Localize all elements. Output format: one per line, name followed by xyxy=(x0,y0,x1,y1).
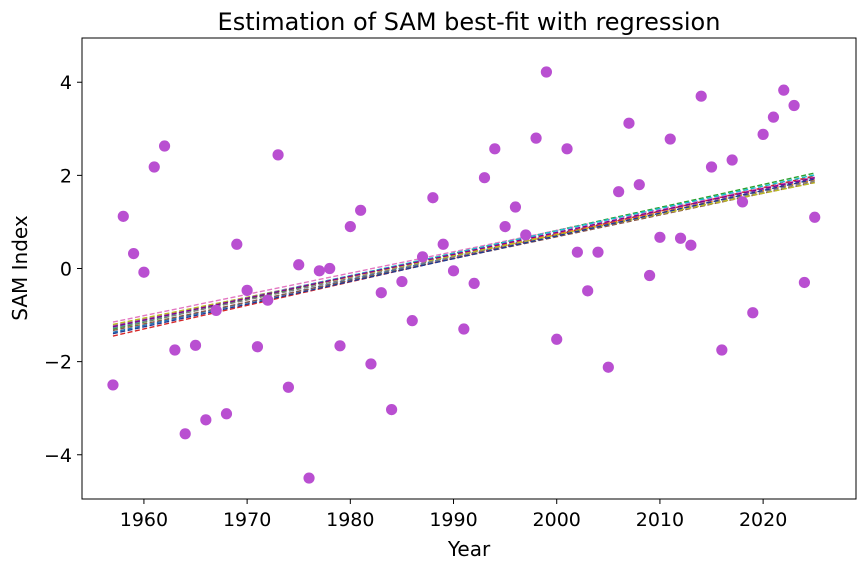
data-point xyxy=(809,211,821,223)
data-point xyxy=(788,99,800,112)
data-point xyxy=(674,232,687,244)
data-point xyxy=(705,161,718,173)
data-point xyxy=(355,204,367,216)
data-point xyxy=(210,304,222,317)
x-tick-label: 2020 xyxy=(739,509,787,531)
data-point xyxy=(654,231,666,243)
data-point xyxy=(695,90,707,102)
regression-lines xyxy=(112,172,815,337)
data-point xyxy=(685,239,697,251)
data-point xyxy=(416,251,429,263)
data-point xyxy=(582,285,594,297)
data-point xyxy=(427,192,439,204)
data-point xyxy=(272,149,284,161)
y-tick-label: 0 xyxy=(60,259,72,281)
y-axis-title: SAM Index xyxy=(8,215,32,321)
data-point xyxy=(778,84,790,96)
x-axis-ticks: 1960 1970 1980 1990 2000 2010 2020 xyxy=(120,499,787,531)
data-point xyxy=(726,154,738,166)
plot-frame xyxy=(81,37,857,500)
data-point xyxy=(530,132,542,144)
data-point xyxy=(231,238,243,250)
data-point xyxy=(623,117,635,129)
data-point xyxy=(664,133,676,145)
x-tick-label: 2000 xyxy=(533,509,581,531)
regression-line xyxy=(112,176,815,323)
data-point xyxy=(644,269,656,282)
data-point xyxy=(148,161,160,173)
data-point xyxy=(509,201,522,213)
data-point xyxy=(540,66,553,78)
x-tick-label: 1970 xyxy=(223,509,271,531)
data-point xyxy=(592,246,604,258)
data-point xyxy=(334,340,346,352)
data-point xyxy=(602,361,614,373)
y-axis-ticks: −4 −2 0 2 4 xyxy=(44,72,82,467)
data-point xyxy=(458,323,470,335)
x-tick-label: 1980 xyxy=(326,509,374,531)
data-point xyxy=(189,339,202,351)
x-tick-label: 2010 xyxy=(636,509,684,531)
data-point xyxy=(551,333,563,345)
data-point xyxy=(138,266,150,278)
data-point xyxy=(468,277,480,290)
data-point xyxy=(571,246,583,258)
data-point xyxy=(344,220,356,233)
x-tick-label: 1960 xyxy=(120,509,168,531)
data-point xyxy=(798,276,811,289)
data-point xyxy=(200,414,212,426)
data-point xyxy=(757,128,769,140)
data-point xyxy=(499,220,511,233)
regression-line xyxy=(112,177,815,328)
data-point xyxy=(282,381,294,393)
data-point xyxy=(406,315,418,327)
chart-title: Estimation of SAM best-fit with regressi… xyxy=(218,8,721,36)
regression-line xyxy=(112,179,815,327)
y-tick-label: 2 xyxy=(60,165,72,187)
data-point xyxy=(241,284,253,296)
data-point xyxy=(489,143,501,155)
data-point xyxy=(158,140,171,152)
data-point xyxy=(324,262,336,275)
x-axis-title: Year xyxy=(447,537,491,561)
data-point xyxy=(169,344,181,356)
y-tick-label: −4 xyxy=(44,445,72,467)
data-point xyxy=(478,172,491,184)
data-point xyxy=(386,403,398,416)
data-point xyxy=(561,143,573,155)
regression-line xyxy=(112,182,815,326)
data-point xyxy=(313,265,325,277)
regression-line xyxy=(112,177,815,326)
data-point xyxy=(437,238,449,250)
data-point xyxy=(747,307,759,319)
data-point xyxy=(365,358,377,370)
data-point xyxy=(262,294,274,306)
data-point xyxy=(303,472,315,484)
data-point xyxy=(220,408,233,420)
y-tick-label: 4 xyxy=(60,72,72,94)
data-point xyxy=(179,428,191,440)
data-point xyxy=(375,287,387,299)
data-point xyxy=(117,210,129,222)
data-point xyxy=(128,247,140,260)
data-point xyxy=(251,341,264,353)
data-points xyxy=(107,66,821,484)
data-point xyxy=(716,344,728,356)
data-point xyxy=(633,179,645,191)
data-point xyxy=(293,259,305,271)
data-point xyxy=(520,229,532,241)
data-point xyxy=(107,379,119,391)
x-tick-label: 1990 xyxy=(429,509,477,531)
data-point xyxy=(396,275,408,288)
data-point xyxy=(613,186,625,198)
data-point xyxy=(767,111,780,123)
data-point xyxy=(447,265,460,277)
data-point xyxy=(736,196,749,208)
y-tick-label: −2 xyxy=(44,352,72,374)
